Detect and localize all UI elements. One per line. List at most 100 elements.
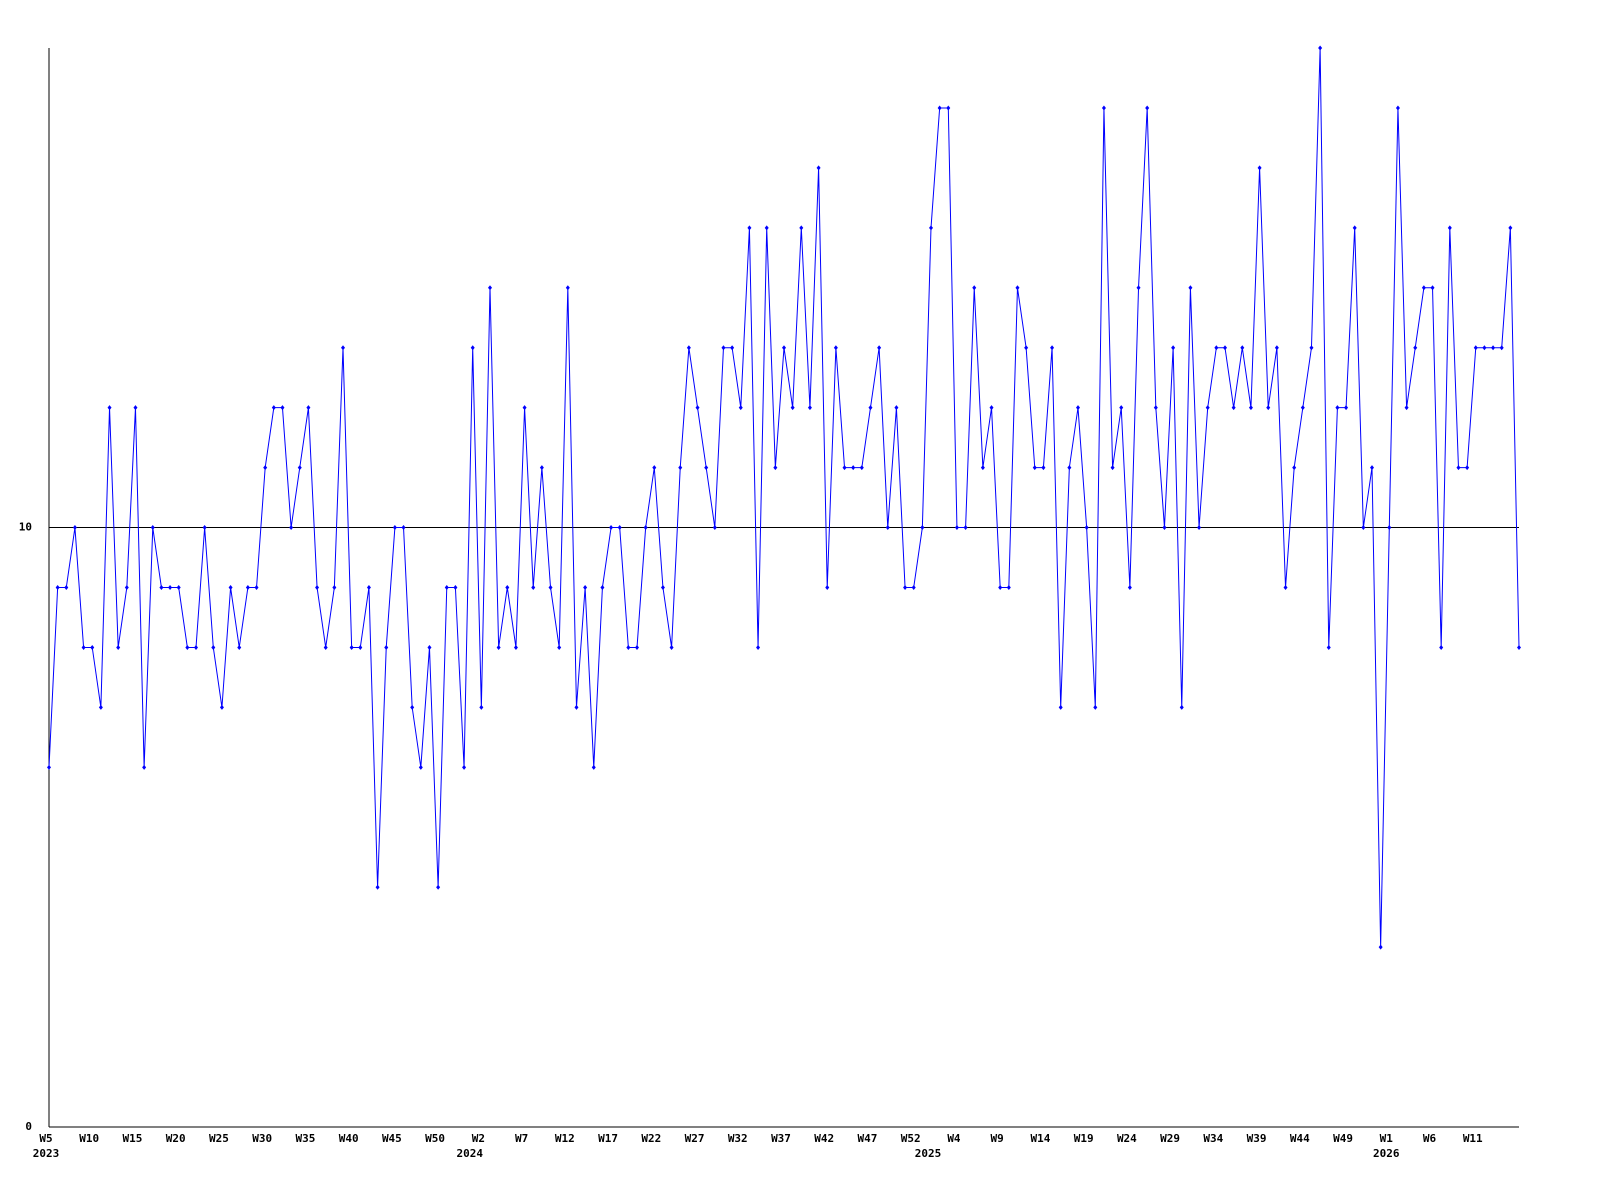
- data-point: [747, 225, 752, 231]
- data-point: [211, 644, 216, 650]
- data-point: [81, 644, 86, 650]
- data-point: [315, 585, 320, 590]
- data-point: [1231, 405, 1236, 411]
- data-point: [1465, 465, 1470, 471]
- data-point: [626, 644, 631, 650]
- data-point: [496, 644, 501, 650]
- x-tick-label: W29: [1160, 1132, 1180, 1145]
- x-tick-label: W35: [295, 1132, 315, 1145]
- x-tick-label: W42: [814, 1132, 834, 1145]
- data-point: [142, 764, 147, 770]
- data-point: [756, 644, 761, 650]
- data-point: [245, 585, 250, 590]
- data-point: [90, 644, 95, 650]
- data-point: [609, 525, 614, 531]
- x-tick-label: W15: [123, 1132, 143, 1145]
- data-point: [565, 285, 570, 291]
- data-point: [1032, 465, 1037, 471]
- data-point: [176, 585, 181, 590]
- data-point: [1084, 525, 1089, 531]
- data-point: [1421, 285, 1426, 291]
- x-tick-label: W12: [555, 1132, 575, 1145]
- x-tick-label: W25: [209, 1132, 229, 1145]
- data-point: [1300, 405, 1305, 411]
- data-point: [1395, 105, 1400, 111]
- data-point: [1499, 345, 1504, 351]
- x-tick-label: W10: [79, 1132, 99, 1145]
- data-point: [531, 585, 536, 590]
- data-point: [341, 345, 345, 351]
- data-point: [799, 225, 804, 231]
- data-point: [116, 644, 121, 650]
- data-point: [868, 405, 873, 411]
- data-point: [1162, 525, 1167, 531]
- data-point: [392, 525, 397, 531]
- data-point: [937, 105, 942, 111]
- x-tick-label: W7: [515, 1132, 528, 1145]
- data-point: [513, 644, 518, 650]
- data-point: [133, 405, 138, 411]
- data-point: [954, 525, 959, 531]
- data-point: [488, 285, 492, 291]
- x-tick-label: W19: [1074, 1132, 1094, 1145]
- data-point: [1361, 525, 1366, 531]
- data-point: [1153, 405, 1158, 411]
- data-point: [297, 465, 302, 471]
- data-point: [72, 525, 77, 531]
- data-point: [522, 405, 527, 411]
- data-point: [738, 405, 743, 411]
- data-point: [470, 345, 475, 351]
- data-point: [1223, 345, 1227, 351]
- data-point: [652, 465, 657, 471]
- data-point: [462, 764, 467, 770]
- data-point: [168, 585, 173, 590]
- data-point: [635, 644, 639, 650]
- data-point: [1447, 225, 1452, 231]
- x-tick-label: W32: [728, 1132, 748, 1145]
- data-point: [159, 585, 164, 590]
- data-point: [1456, 465, 1461, 471]
- data-point: [1076, 405, 1080, 411]
- data-point: [704, 465, 709, 471]
- data-point: [1006, 585, 1011, 590]
- data-point: [1136, 285, 1141, 291]
- data-point: [643, 525, 648, 531]
- data-point: [790, 405, 795, 411]
- data-point: [1067, 465, 1072, 471]
- data-point: [1119, 405, 1124, 411]
- data-point: [773, 465, 778, 471]
- data-point: [920, 525, 925, 531]
- data-point: [851, 465, 856, 471]
- data-point: [885, 525, 890, 531]
- data-point: [436, 884, 441, 890]
- y-tick-label: 10: [19, 521, 32, 534]
- data-point: [859, 465, 864, 471]
- x-tick-label: W5: [39, 1132, 52, 1145]
- x-tick-label: W14: [1030, 1132, 1050, 1145]
- data-point: [1110, 465, 1115, 471]
- data-point: [1473, 345, 1478, 351]
- x-tick-label: W52: [901, 1132, 921, 1145]
- data-point: [782, 345, 786, 351]
- data-point: [911, 585, 916, 590]
- x-tick-label: W49: [1333, 1132, 1353, 1145]
- data-point: [1127, 585, 1132, 590]
- data-point: [1015, 285, 1020, 291]
- data-point: [842, 465, 847, 471]
- data-point: [358, 644, 363, 650]
- data-point: [1318, 45, 1323, 51]
- data-point: [1508, 225, 1513, 231]
- data-point: [237, 644, 242, 650]
- data-point: [816, 165, 821, 171]
- data-point: [185, 644, 190, 650]
- data-point: [669, 644, 674, 650]
- data-point: [289, 525, 294, 531]
- data-point: [1430, 285, 1435, 291]
- y-tick-label: 0: [25, 1120, 32, 1133]
- data-point: [64, 585, 69, 590]
- x-tick-label: W11: [1463, 1132, 1483, 1145]
- data-point: [254, 585, 259, 590]
- data-point: [1378, 944, 1383, 950]
- data-point: [306, 405, 311, 411]
